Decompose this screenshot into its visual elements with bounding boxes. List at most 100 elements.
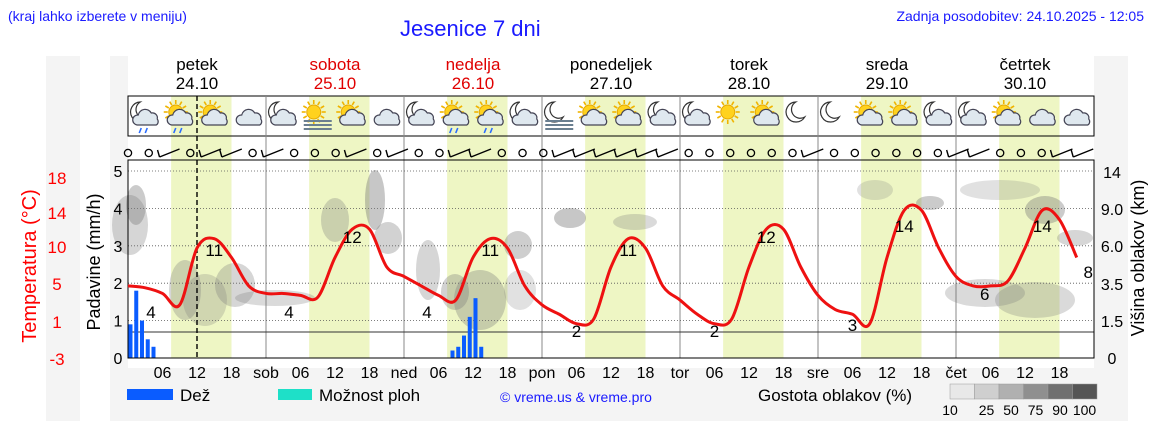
wind-calm-icon	[310, 148, 320, 158]
wind-calm-icon	[435, 148, 444, 158]
daylight-band	[309, 96, 370, 358]
x-tick-19: sre	[807, 365, 829, 382]
x-tick-1: 12	[188, 365, 206, 382]
precip-bar	[145, 339, 150, 358]
x-tick-22: 18	[913, 365, 931, 382]
wind-barb-icon	[945, 148, 969, 158]
day-date-3: 27.10	[590, 74, 633, 93]
day-name-4: torek	[730, 55, 768, 74]
cloud-density-blob	[945, 279, 1025, 307]
day-date-4: 28.10	[728, 74, 771, 93]
wind-barb-icon	[219, 148, 243, 158]
cloud-density-blob	[504, 270, 536, 310]
day-date-0: 24.10	[176, 74, 219, 93]
temp-label-6: 2	[572, 322, 581, 341]
cloud-density-blob	[916, 196, 944, 210]
cloud-density-value-3: 75	[1028, 402, 1044, 418]
x-tick-10: 18	[499, 365, 517, 382]
icon-strip	[127, 95, 1095, 137]
cloud-density-value-5: 100	[1073, 402, 1097, 418]
wind-barb-icon	[260, 148, 284, 158]
wind-calm-icon	[725, 148, 735, 158]
wind-calm-icon	[788, 148, 797, 158]
day-name-1: sobota	[309, 55, 361, 74]
wind-barb-icon	[551, 148, 575, 158]
sun-cloud-rain-icon	[474, 100, 504, 134]
temp-label-4: 4	[422, 303, 431, 322]
wind-barb-icon	[1049, 148, 1073, 158]
wind-barb-icon	[156, 148, 180, 158]
cloud-icon	[373, 108, 401, 126]
sun-cloud-icon	[577, 100, 608, 126]
precip-bar	[456, 346, 461, 358]
x-tick-7: ned	[391, 365, 418, 382]
cloud-height-tick-3: 6.0	[1101, 239, 1123, 256]
wind-barb-icon	[800, 148, 824, 158]
temp-label-7: 11	[619, 241, 637, 260]
precip-bar	[467, 316, 472, 358]
cloud-density-blob	[215, 263, 255, 307]
cloud-density-swatch	[949, 383, 975, 400]
legend-rain-label: Dež	[180, 386, 210, 405]
cloud-density-blob	[454, 270, 506, 330]
sun-cloud-icon	[991, 100, 1022, 126]
cloud-icon	[1029, 108, 1056, 126]
sun-icon	[715, 100, 740, 124]
wind-barb-icon	[343, 148, 367, 158]
cloud-density-blob	[504, 231, 532, 259]
precip-tick-3: 3	[114, 239, 123, 256]
wind-barb-icon	[198, 148, 222, 158]
temperature-line	[127, 203, 1079, 329]
day-name-6: četrtek	[999, 55, 1051, 74]
day-name-3: ponedeljek	[570, 55, 653, 74]
wind-calm-icon	[767, 148, 776, 158]
temp-label-10: 3	[848, 316, 857, 335]
wind-barb-icon	[468, 148, 492, 158]
cloud-height-axis-label: Višina oblakov (km)	[1128, 180, 1148, 337]
day-date-2: 26.10	[452, 74, 495, 93]
cloud-height-tick-2: 3.5	[1101, 277, 1123, 294]
wind-calm-icon	[995, 148, 1005, 158]
wind-calm-icon	[912, 148, 922, 158]
temp-tick-4: 1	[52, 313, 61, 332]
temp-tick-2: 10	[48, 238, 67, 257]
wind-calm-icon	[829, 148, 839, 158]
wind-barb-icon	[385, 148, 409, 158]
legend-rain-swatch	[127, 389, 173, 400]
sun-cloud-rain-icon	[163, 100, 194, 134]
cloud-density-swatch	[1047, 383, 1073, 400]
cloud-density-value-4: 90	[1052, 402, 1068, 418]
moon-cloud-icon	[957, 101, 987, 126]
x-tick-6: 18	[361, 365, 379, 382]
day-date-1: 25.10	[314, 74, 357, 93]
left-gutter	[110, 56, 128, 368]
wind-barb-icon	[634, 148, 658, 158]
cloud-density-blob	[112, 195, 148, 255]
x-tick-13: 12	[602, 365, 620, 382]
wind-barb-icon	[655, 148, 679, 158]
wind-calm-icon	[248, 148, 257, 158]
temp-label-3: 12	[343, 228, 362, 247]
cloud-height-tick-4: 9.0	[1101, 202, 1123, 219]
cloud-density-blob	[365, 170, 385, 230]
moon-cloud-icon	[509, 101, 539, 126]
cloud-density-blob	[183, 274, 227, 326]
day-name-5: sreda	[866, 55, 909, 74]
x-tick-14: 18	[637, 365, 655, 382]
cloud-density-value-2: 50	[1003, 402, 1019, 418]
precip-bar	[479, 346, 484, 358]
cloud-density-value-1: 25	[979, 402, 995, 418]
temp-label-9: 12	[757, 228, 776, 247]
wind-barb-icon	[447, 148, 471, 158]
cloud-height-tick-0: 0	[1108, 351, 1117, 368]
cloud-density-swatch	[1072, 383, 1098, 400]
plot-frame	[127, 159, 1095, 359]
wind-calm-icon	[705, 148, 714, 158]
precip-tick-5: 5	[114, 164, 123, 181]
left-axis-panel	[46, 56, 80, 421]
wind-calm-icon	[1016, 148, 1026, 158]
cloud-density-blob	[995, 282, 1075, 318]
wind-calm-icon	[331, 148, 340, 158]
x-tick-23: čet	[945, 365, 967, 382]
precip-tick-1: 1	[114, 314, 123, 331]
